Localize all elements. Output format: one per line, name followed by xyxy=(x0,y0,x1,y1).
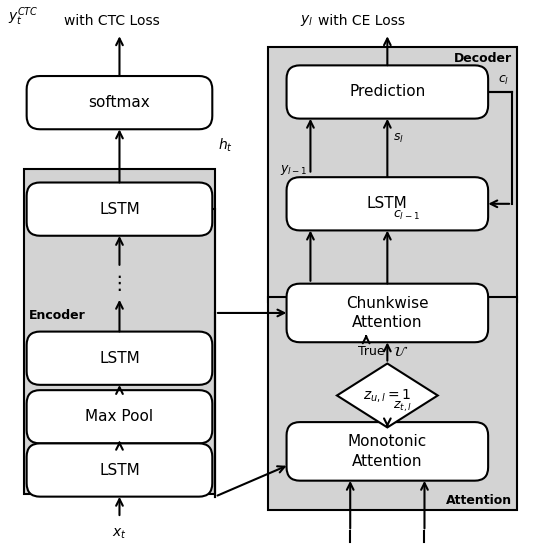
Text: True: True xyxy=(358,345,385,358)
Text: LSTM: LSTM xyxy=(99,351,140,366)
Text: $y_t^{CTC}$: $y_t^{CTC}$ xyxy=(8,6,39,28)
Text: Decoder: Decoder xyxy=(454,52,512,65)
Text: $\mathcal{U}$: $\mathcal{U}$ xyxy=(393,345,408,359)
Text: Max Pool: Max Pool xyxy=(85,409,153,424)
Text: Prediction: Prediction xyxy=(349,85,426,100)
Text: $y_l$: $y_l$ xyxy=(300,13,313,28)
Bar xyxy=(24,169,215,494)
FancyBboxPatch shape xyxy=(27,332,212,385)
Text: ⋮: ⋮ xyxy=(110,274,129,293)
Text: with CE Loss: with CE Loss xyxy=(318,14,405,28)
Text: $z_{t,l}$: $z_{t,l}$ xyxy=(393,400,412,414)
Text: $h_t$: $h_t$ xyxy=(218,136,233,154)
Text: Chunkwise
Attention: Chunkwise Attention xyxy=(346,295,429,331)
FancyBboxPatch shape xyxy=(27,390,212,443)
FancyBboxPatch shape xyxy=(287,65,488,119)
Text: $y_{l-1}$: $y_{l-1}$ xyxy=(280,163,308,177)
Text: with CTC Loss: with CTC Loss xyxy=(64,14,160,28)
Bar xyxy=(268,47,517,302)
Text: Encoder: Encoder xyxy=(29,309,86,322)
FancyBboxPatch shape xyxy=(27,443,212,497)
Text: Attention: Attention xyxy=(446,494,512,507)
Text: softmax: softmax xyxy=(88,95,151,110)
FancyBboxPatch shape xyxy=(27,76,212,129)
FancyBboxPatch shape xyxy=(287,284,488,342)
FancyBboxPatch shape xyxy=(287,177,488,230)
Bar xyxy=(268,297,517,510)
Text: $c_l$: $c_l$ xyxy=(498,74,509,87)
Text: Monotonic
Attention: Monotonic Attention xyxy=(348,434,427,469)
Text: LSTM: LSTM xyxy=(367,196,408,211)
FancyBboxPatch shape xyxy=(27,183,212,236)
Text: $z_{u,l}=1$: $z_{u,l}=1$ xyxy=(363,387,412,404)
Text: $c_{l-1}$: $c_{l-1}$ xyxy=(393,210,420,222)
Text: $x_t$: $x_t$ xyxy=(112,527,127,541)
Text: LSTM: LSTM xyxy=(99,463,140,477)
Text: $s_l$: $s_l$ xyxy=(393,132,404,145)
Polygon shape xyxy=(337,364,438,427)
Text: LSTM: LSTM xyxy=(99,202,140,217)
FancyBboxPatch shape xyxy=(287,422,488,481)
